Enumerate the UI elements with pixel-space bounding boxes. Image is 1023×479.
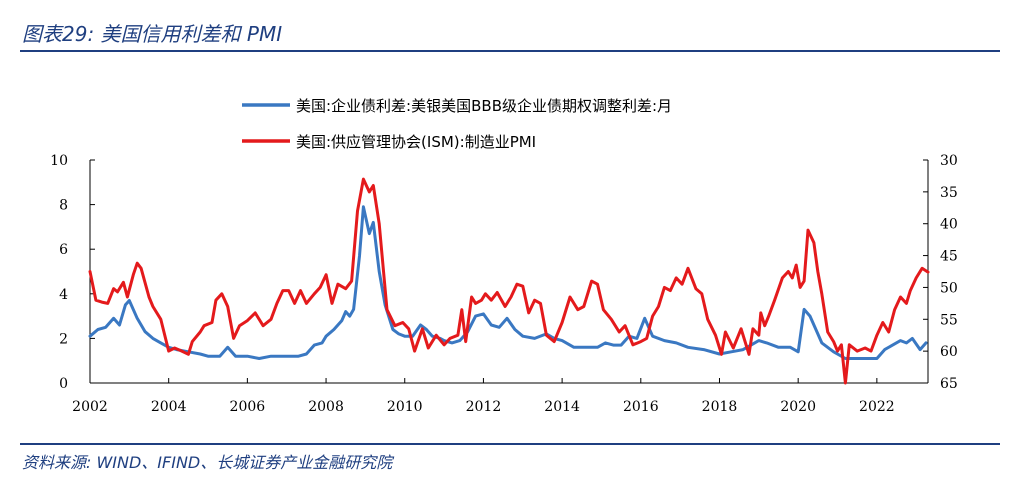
right-tick-label: 50 (940, 280, 958, 296)
right-tick-label: 65 (940, 376, 958, 392)
left-tick-label: 0 (59, 376, 68, 392)
chart-legend: 美国:企业债利差:美银美国BBB级企业债期权调整利差:月美国:供应管理协会(IS… (242, 97, 672, 151)
left-tick-label: 8 (59, 198, 68, 214)
series-line-pmi (88, 177, 930, 385)
x-tick-label: 2014 (544, 399, 580, 415)
source-note: 资料来源: WIND、IFIND、长城证券产业金融研究院 (22, 453, 393, 472)
left-tick-label: 10 (50, 153, 68, 169)
x-tick-label: 2008 (308, 399, 344, 415)
left-tick-label: 6 (59, 242, 68, 258)
right-tick-label: 30 (940, 153, 958, 169)
left-tick-label: 4 (59, 287, 68, 303)
x-tick-label: 2006 (230, 399, 266, 415)
right-tick-label: 55 (940, 312, 958, 328)
x-tick-label: 2012 (466, 399, 502, 415)
right-tick-label: 45 (940, 249, 958, 265)
right-tick-label: 35 (940, 185, 958, 201)
chart-axes: 0 2 4 6 8 10 30 35 40 45 50 55 60 65 2002 2004 2006 2008 2… (50, 153, 958, 415)
x-tick-label: 2010 (387, 399, 423, 415)
x-tick-label: 2002 (72, 399, 108, 415)
x-tick-label: 2016 (623, 399, 659, 415)
x-tick-label: 2018 (702, 399, 738, 415)
left-tick-label: 2 (59, 331, 68, 347)
right-tick-label: 60 (940, 344, 958, 360)
x-tick-label: 2022 (859, 399, 895, 415)
title-rule (20, 50, 1000, 52)
figure-title: 图表29: 美国信用利差和 PMI (22, 22, 283, 46)
source-rule (20, 443, 1000, 445)
chart-series (88, 177, 930, 385)
x-tick-label: 2004 (151, 399, 187, 415)
right-tick-label: 40 (940, 217, 958, 233)
legend-label: 美国:企业债利差:美银美国BBB级企业债期权调整利差:月 (296, 97, 672, 115)
x-tick-label: 2020 (780, 399, 816, 415)
legend-label: 美国:供应管理协会(ISM):制造业PMI (296, 133, 536, 151)
